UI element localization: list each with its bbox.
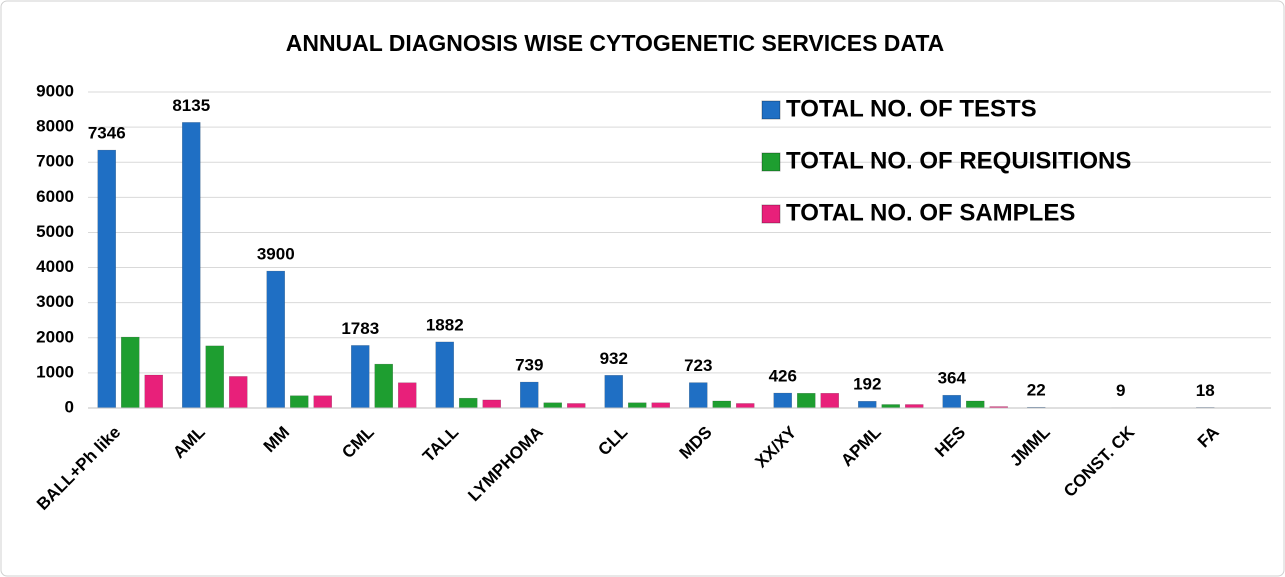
data-label: 932	[600, 349, 628, 368]
data-label: 1882	[426, 315, 464, 334]
bar	[966, 400, 985, 409]
bar	[881, 404, 900, 409]
bar	[351, 345, 370, 409]
y-tick-label: 4000	[36, 257, 74, 276]
bar	[435, 341, 454, 409]
data-label: 8135	[172, 96, 210, 115]
bar	[858, 401, 877, 409]
data-label: 739	[515, 356, 543, 375]
bar	[374, 363, 393, 409]
y-tick-label: 0	[65, 397, 74, 416]
data-label: 1783	[341, 319, 379, 338]
y-tick-label: 7000	[36, 152, 74, 171]
data-label: 3900	[257, 245, 295, 264]
legend-swatch	[761, 152, 781, 172]
bar	[543, 402, 562, 409]
data-label: 7346	[88, 124, 126, 143]
legend-label: TOTAL NO. OF REQUISITIONS	[786, 147, 1131, 174]
bar	[567, 403, 586, 409]
data-label: 9	[1116, 381, 1125, 400]
bar	[182, 122, 201, 409]
data-label: 18	[1196, 381, 1215, 400]
bar	[628, 402, 647, 409]
bar	[97, 149, 116, 409]
bar	[121, 336, 140, 409]
bar	[266, 270, 285, 409]
bar	[736, 403, 755, 409]
bar	[482, 399, 501, 409]
y-tick-label: 1000	[36, 362, 74, 381]
bar	[651, 402, 670, 409]
data-label: 723	[684, 356, 712, 375]
bar	[313, 395, 332, 409]
data-label: 426	[769, 367, 797, 386]
data-label: 22	[1027, 381, 1046, 400]
bar	[398, 382, 417, 409]
bar	[520, 381, 539, 409]
y-tick-label: 6000	[36, 187, 74, 206]
bar	[604, 375, 623, 409]
legend-swatch	[761, 204, 781, 224]
data-label: 364	[938, 369, 967, 388]
y-tick-label: 9000	[36, 81, 74, 100]
bar	[144, 374, 163, 409]
y-tick-label: 5000	[36, 222, 74, 241]
bar	[229, 376, 248, 409]
bar	[459, 397, 478, 409]
bar	[689, 382, 708, 409]
y-tick-label: 3000	[36, 292, 74, 311]
chart-title: ANNUAL DIAGNOSIS WISE CYTOGENETIC SERVIC…	[286, 30, 945, 56]
y-tick-label: 8000	[36, 117, 74, 136]
y-tick-label: 2000	[36, 327, 74, 346]
bar	[797, 393, 816, 409]
bar	[290, 395, 309, 409]
legend-label: TOTAL NO. OF TESTS	[786, 95, 1037, 122]
data-label: 192	[853, 375, 881, 394]
bar	[712, 400, 731, 409]
bar	[942, 394, 961, 409]
legend-swatch	[761, 100, 781, 120]
legend-label: TOTAL NO. OF SAMPLES	[786, 199, 1075, 226]
bar	[205, 345, 224, 409]
bar	[905, 404, 924, 409]
bar	[820, 393, 839, 409]
bar	[773, 392, 792, 409]
